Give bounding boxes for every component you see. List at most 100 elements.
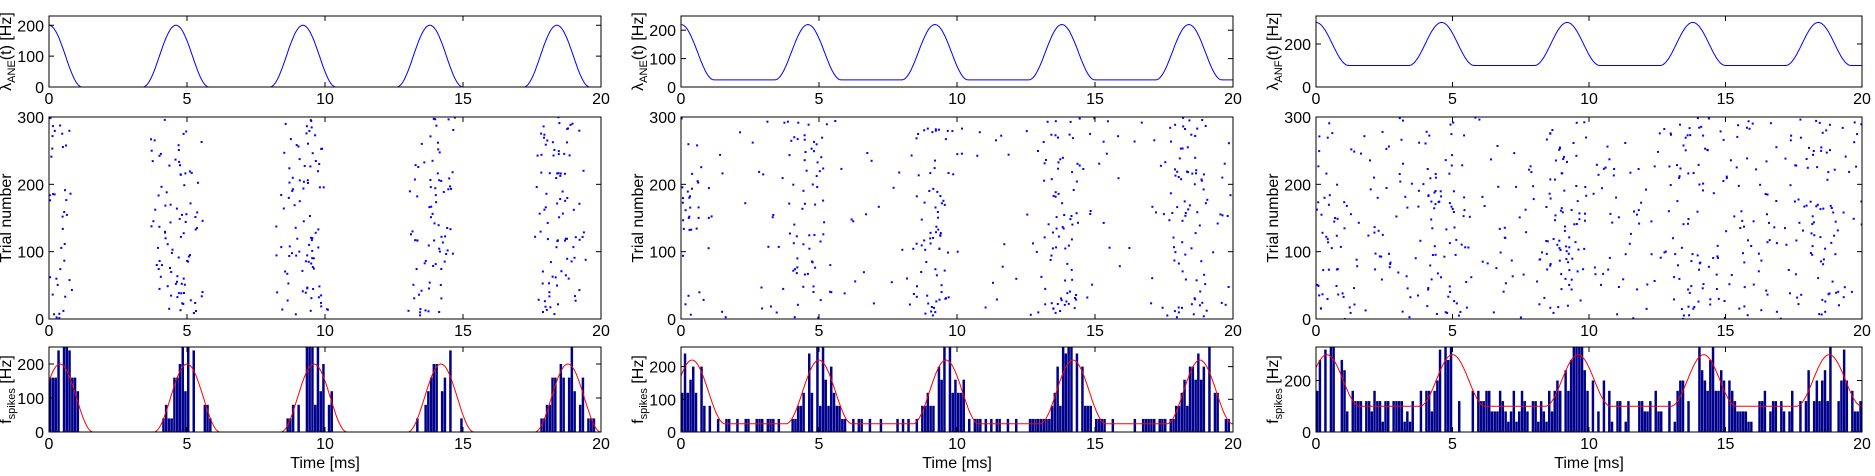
psth-bar — [1720, 370, 1723, 432]
spike-dot — [166, 243, 169, 246]
spike-dot — [923, 201, 926, 204]
y-tick-label: 100 — [17, 245, 44, 262]
spike-dot — [282, 207, 285, 210]
spike-dot — [1318, 150, 1321, 153]
spike-dot — [952, 173, 955, 176]
spike-dot — [1824, 300, 1827, 303]
spike-dot — [51, 147, 54, 150]
spike-dot — [542, 311, 544, 313]
spike-dot — [280, 246, 283, 249]
spike-dot — [1524, 208, 1527, 211]
psth-bar — [990, 418, 993, 432]
spike-dot — [1184, 253, 1187, 256]
spike-dot — [1174, 251, 1177, 254]
spike-dot — [1373, 231, 1376, 234]
spike-dot — [892, 186, 895, 189]
spike-dot — [1364, 309, 1367, 312]
spike-dot — [1565, 258, 1568, 261]
spike-dot — [1564, 225, 1566, 228]
psth-bar — [1224, 418, 1228, 432]
spike-dot — [1348, 306, 1351, 309]
spike-dot — [1465, 306, 1468, 309]
spike-dot — [1461, 164, 1464, 167]
spike-dot — [1817, 277, 1820, 280]
spike-dot — [917, 174, 920, 177]
spike-dot — [912, 247, 915, 250]
spike-dot — [1334, 217, 1337, 219]
spike-dot — [946, 129, 949, 132]
spike-dot — [1815, 119, 1818, 122]
psth-bar — [968, 418, 971, 432]
spike-dot — [308, 130, 311, 132]
spike-dot — [1070, 238, 1073, 241]
spike-dot — [176, 280, 178, 283]
psth-bar — [1676, 390, 1679, 432]
spike-dot — [939, 234, 942, 237]
spike-dot — [1549, 178, 1552, 181]
spike-dot — [310, 239, 313, 242]
psth-bar — [1531, 401, 1535, 432]
spike-dot — [1821, 131, 1824, 134]
spike-dot — [1646, 283, 1649, 286]
spike-dot — [1541, 251, 1543, 254]
psth-bar — [1387, 401, 1390, 432]
spike-dot — [795, 272, 798, 275]
psth-bar — [57, 350, 60, 432]
psth-bar — [1520, 390, 1524, 432]
psth-bar — [1821, 380, 1824, 432]
spike-dot — [63, 211, 66, 213]
spike-dot — [1050, 178, 1053, 181]
spike-dot — [810, 147, 813, 150]
spike-dot — [437, 141, 439, 144]
spike-dot — [298, 158, 301, 161]
spike-dot — [540, 132, 543, 135]
spike-dot — [164, 230, 166, 233]
spike-dot — [760, 286, 763, 289]
rate-overlay-line — [681, 359, 1233, 425]
spike-dot — [934, 311, 937, 314]
y-axis-label: fspikes [Hz] — [1265, 355, 1285, 424]
spike-dot — [1343, 227, 1346, 230]
spike-dot — [1174, 123, 1177, 126]
spike-dot — [1496, 145, 1499, 147]
psth-bar — [1367, 401, 1371, 432]
spike-dot — [1829, 149, 1831, 152]
y-tick-label: 300 — [649, 110, 676, 127]
spike-dot — [1172, 236, 1175, 239]
psth-bar — [1804, 401, 1808, 432]
spike-dot — [1378, 255, 1381, 258]
spike-dot — [1565, 250, 1568, 253]
y-tick-label: 0 — [35, 425, 44, 442]
spike-dot — [1842, 296, 1845, 299]
spike-dot — [59, 124, 62, 127]
spike-dot — [1638, 222, 1641, 225]
spike-dot — [1687, 288, 1690, 291]
spike-dot — [53, 313, 55, 316]
spike-dot — [1353, 150, 1356, 153]
y-label-subscript: ANF — [1273, 60, 1285, 82]
spike-dot — [1779, 317, 1782, 319]
spike-dot — [159, 275, 162, 278]
spike-dot — [790, 139, 793, 142]
spike-dot — [1717, 297, 1720, 300]
spike-dot — [185, 130, 188, 133]
spike-dot — [304, 260, 307, 263]
psth-bar — [932, 405, 935, 432]
psth-bar — [1526, 411, 1529, 432]
psth-bar — [769, 418, 772, 432]
spike-dot — [1063, 214, 1066, 216]
spike-dot — [1739, 227, 1742, 229]
spike-dot — [1159, 164, 1162, 167]
spike-dot — [1669, 184, 1672, 186]
spike-dot — [1069, 120, 1072, 123]
spike-dot — [1578, 212, 1581, 215]
spike-dot — [49, 117, 52, 120]
spike-dot — [1833, 234, 1836, 237]
spike-dot — [915, 242, 918, 245]
spike-dot — [1015, 277, 1018, 280]
spike-dot — [174, 158, 177, 161]
spike-dot — [1609, 212, 1612, 215]
spike-dot — [1820, 149, 1823, 152]
psth-bar — [1430, 411, 1434, 432]
